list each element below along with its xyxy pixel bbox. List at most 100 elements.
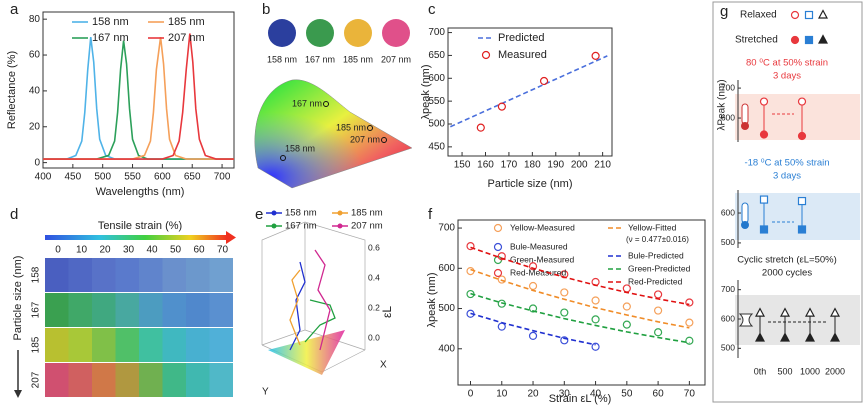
y-tick-label: 80: [29, 14, 41, 25]
marker: [654, 306, 663, 315]
strain-image-cell: [162, 258, 186, 292]
color-swatch: [382, 19, 410, 47]
legend-label: Bule-Measured: [510, 241, 568, 251]
annotation: (ν = 0.477±0.016): [626, 235, 689, 244]
marker: [654, 328, 663, 337]
marker: [591, 51, 600, 60]
y-tick-label: 700: [721, 82, 735, 92]
legend-label: Red-Measured: [510, 267, 566, 277]
strain-image-cell: [45, 328, 69, 362]
x-tick-label: 0: [468, 389, 474, 400]
strain-image-cell: [186, 293, 210, 327]
marker: [654, 290, 663, 299]
series-line: [43, 37, 234, 160]
cie-point: [280, 155, 286, 161]
z-tick-label: 0.6: [368, 242, 380, 252]
legend-label: Bule-Predicted: [628, 250, 684, 260]
x-axis-label: Strain εL (%): [549, 393, 612, 405]
legend-swatch: [493, 242, 503, 252]
marker: [805, 307, 815, 317]
strain-tick: 10: [76, 245, 88, 256]
marker: [759, 225, 769, 234]
z-axis-label: εL: [380, 306, 394, 318]
legend-label: Red-Predicted: [628, 276, 683, 286]
strain-image-cell: [162, 293, 186, 327]
marker: [780, 307, 790, 317]
legend-label: 158 nm: [285, 208, 317, 219]
strain-tick: 50: [170, 245, 182, 256]
trajectory: [314, 249, 331, 351]
y-tick-label: 0: [34, 157, 40, 168]
strain-tick: 70: [217, 245, 229, 256]
thermometer-icon: [741, 221, 749, 229]
band: [735, 193, 860, 240]
series-line: [470, 312, 596, 346]
x-tick-label: 450: [65, 172, 82, 183]
strain-tick: 60: [193, 245, 205, 256]
marker: [755, 307, 765, 317]
panel-g-frame: [712, 1, 863, 403]
color-triangle: [268, 330, 345, 375]
marker: [560, 308, 569, 317]
strain-tick: 40: [146, 245, 158, 256]
marker: [591, 342, 600, 351]
panel-letter: g: [720, 3, 728, 20]
marker: [560, 288, 569, 297]
arrow-head: [14, 390, 22, 398]
marker: [780, 332, 790, 342]
band: [735, 295, 860, 345]
marker: [759, 97, 769, 106]
x-tick-label: 170: [501, 160, 518, 171]
trajectory: [289, 261, 306, 351]
series-line: [470, 246, 690, 306]
strain-image-cell: [186, 363, 210, 397]
y-tick-label: 700: [721, 284, 735, 294]
marker: [528, 281, 538, 291]
x-tick-label: 600: [154, 172, 171, 183]
caption: 2000 cycles: [762, 268, 812, 279]
y-tick-label: 500: [438, 303, 455, 314]
y-tick-label: 60: [29, 50, 41, 61]
marker: [797, 97, 807, 106]
x-tick-label: 650: [184, 172, 201, 183]
x-tick-label: 50: [621, 389, 633, 400]
y-tick-label: 600: [428, 73, 445, 84]
strain-title: Tensile strain (%): [98, 220, 182, 232]
strain-image-cell: [209, 293, 233, 327]
x-axis-label: Particle size (nm): [488, 178, 573, 190]
x-tick-label: 500: [777, 366, 792, 376]
y-axis-label: λPeak (nm): [717, 79, 728, 130]
legend-swatch: [818, 34, 828, 44]
x-tick-label: 200: [571, 160, 588, 171]
x-tick-label: 700: [214, 172, 231, 183]
panel-letter: e: [255, 206, 263, 223]
legend-label: Yellow-Measured: [510, 222, 575, 232]
x-axis-label: Wavelengths (nm): [96, 186, 185, 198]
stretch-icon: [738, 313, 754, 327]
y-axis-label: λpeak (nm): [420, 64, 432, 119]
y-tick-label: 500: [721, 237, 735, 247]
x-tick-label: 10: [496, 389, 508, 400]
y-tick-label: 600: [721, 207, 735, 217]
series-line: [43, 33, 234, 160]
strain-image-cell: [92, 328, 116, 362]
y-tick-label: 600: [438, 263, 455, 274]
plot-frame: [447, 27, 613, 157]
x-tick-label: 2000: [825, 366, 845, 376]
strain-image-cell: [139, 363, 163, 397]
legend-label: 158 nm: [92, 16, 129, 28]
legend-dot: [271, 223, 277, 229]
legend-label: Yellow-Fitted: [628, 222, 677, 232]
marker: [528, 262, 538, 271]
x-tick-label: 150: [454, 160, 471, 171]
marker: [685, 318, 694, 327]
color-swatch: [268, 19, 296, 47]
strain-image-cell: [68, 258, 92, 292]
marker: [685, 336, 694, 345]
swatch-label: 167 nm: [305, 54, 335, 64]
legend-label: Stretched: [735, 35, 778, 46]
y-tick-label: 500: [721, 343, 735, 353]
panel-letter: d: [10, 206, 18, 223]
marker: [797, 131, 807, 141]
strain-image-cell: [45, 293, 69, 327]
